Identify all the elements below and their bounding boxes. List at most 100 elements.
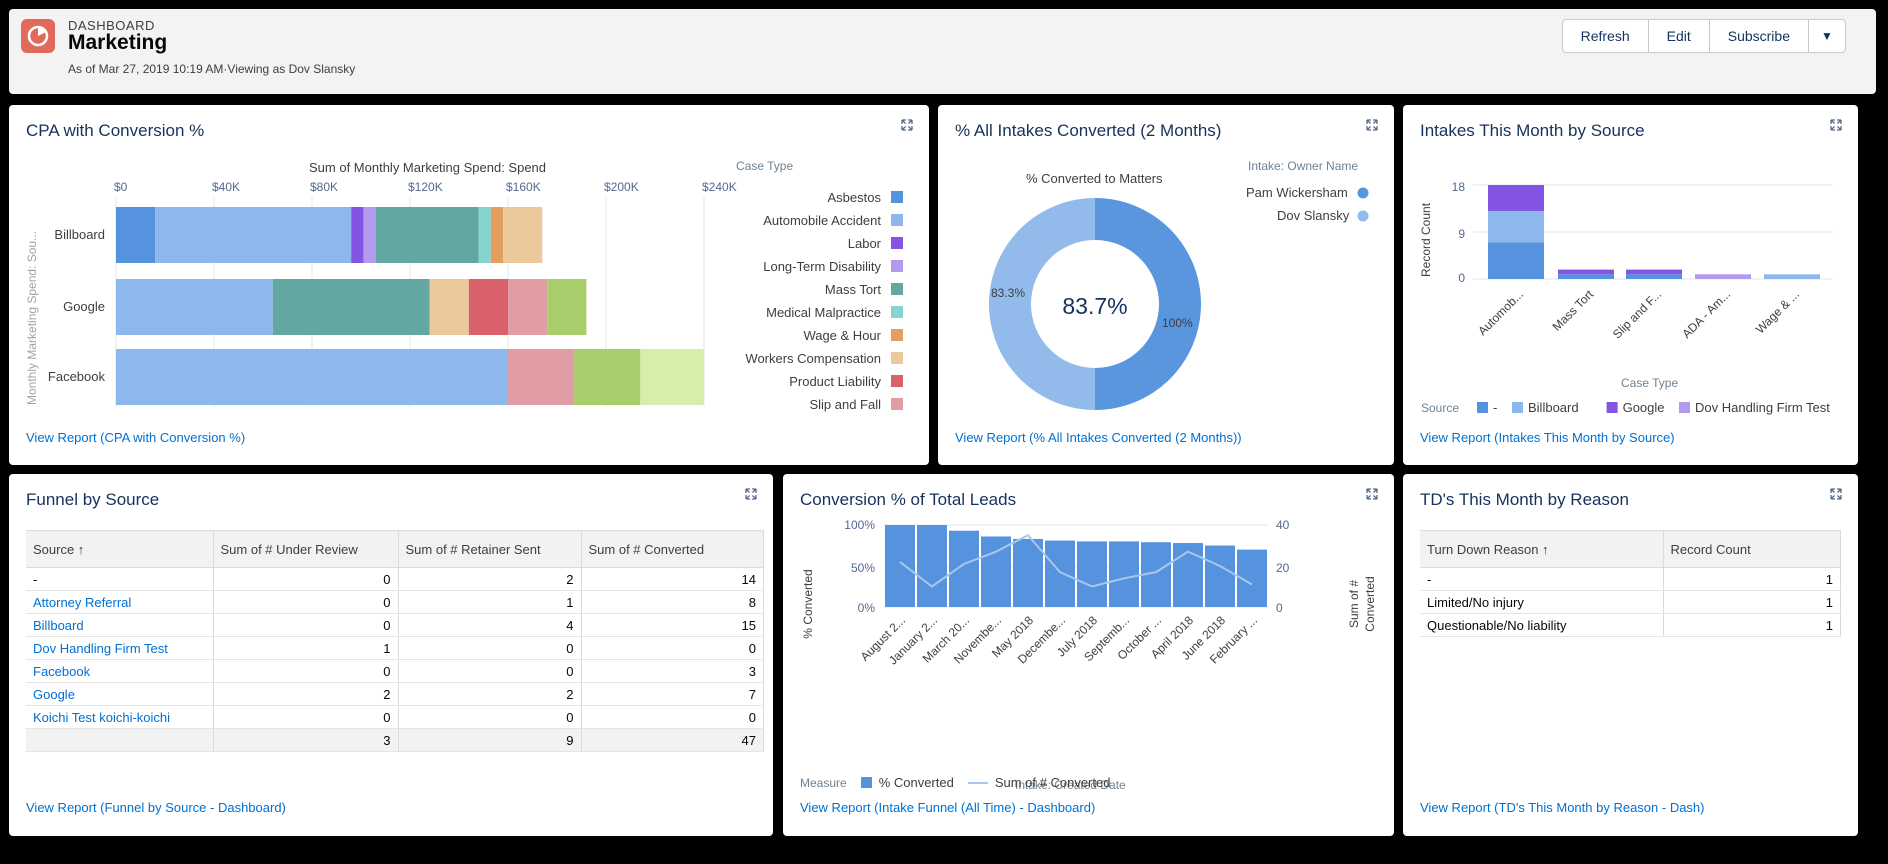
- bar-segment[interactable]: [547, 279, 587, 335]
- conversion-report-link[interactable]: View Report (Intake Funnel (All Time) - …: [800, 800, 1096, 815]
- legend-swatch: [1512, 402, 1523, 413]
- cpa-axis-title: Sum of Monthly Marketing Spend: Spend: [309, 160, 546, 175]
- bar-segment[interactable]: [1764, 274, 1820, 279]
- donut-slice-pam[interactable]: [1095, 198, 1201, 410]
- bar-segment[interactable]: [1488, 211, 1544, 243]
- bar-segment[interactable]: [272, 279, 430, 335]
- td-report-link[interactable]: View Report (TD's This Month by Reason -…: [1420, 800, 1705, 815]
- bar-segment[interactable]: [478, 207, 491, 263]
- expand-icon[interactable]: [1830, 488, 1842, 500]
- bar[interactable]: [981, 536, 1011, 607]
- expand-icon[interactable]: [1366, 488, 1378, 500]
- column-header-converted[interactable]: Sum of # Converted: [581, 530, 764, 568]
- bar[interactable]: [1109, 541, 1139, 607]
- column-header-record-count[interactable]: Record Count: [1663, 530, 1841, 568]
- source-link[interactable]: Billboard: [26, 613, 214, 637]
- source-link[interactable]: Dov Handling Firm Test: [26, 636, 214, 660]
- bar-segment[interactable]: [155, 207, 352, 263]
- bar-segment[interactable]: [1558, 274, 1614, 279]
- source-link[interactable]: Koichi Test koichi-koichi: [26, 705, 214, 729]
- table-row: Billboard 0 4 15: [26, 613, 764, 637]
- column-header-source[interactable]: Source ↑: [26, 530, 214, 568]
- bar[interactable]: [1013, 538, 1043, 607]
- bar-segment[interactable]: [1626, 269, 1682, 275]
- bar[interactable]: [1173, 543, 1203, 607]
- bar-segment[interactable]: [503, 207, 543, 263]
- conversion-chart: % Converted Sum of # Converted 100% 50% 0…: [801, 518, 1377, 792]
- bar-segment[interactable]: [508, 349, 575, 405]
- table-row: Attorney Referral 0 1 8: [26, 590, 764, 614]
- value-cell: 1: [398, 590, 582, 614]
- source-link[interactable]: Facebook: [26, 659, 214, 683]
- value-cell: 0: [213, 659, 399, 683]
- intakes-converted-report-link[interactable]: View Report (% All Intakes Converted (2 …: [955, 430, 1242, 445]
- refresh-button[interactable]: Refresh: [1563, 20, 1649, 52]
- bar-segment[interactable]: [1488, 185, 1544, 212]
- edit-button[interactable]: Edit: [1649, 20, 1710, 52]
- bar[interactable]: [1045, 540, 1075, 607]
- value-cell: 0: [213, 613, 399, 637]
- x-category-label: Slip and F...: [1610, 287, 1664, 341]
- left-tick: 100%: [844, 518, 875, 532]
- value-cell: 0: [398, 659, 582, 683]
- table-header-row: Source ↑ Sum of # Under Review Sum of # …: [26, 530, 764, 568]
- value-cell: 0: [213, 567, 399, 591]
- funnel-report-link[interactable]: View Report (Funnel by Source - Dashboar…: [26, 800, 286, 815]
- cpa-report-link[interactable]: View Report (CPA with Conversion %): [26, 430, 246, 445]
- donut-legend-pam-swatch: [1357, 187, 1369, 199]
- column-header-reason[interactable]: Turn Down Reason ↑: [1420, 530, 1664, 568]
- source-link[interactable]: Attorney Referral: [26, 590, 214, 614]
- reason-cell: Questionable/No liability: [1420, 613, 1664, 637]
- table-row: -1: [1420, 567, 1841, 591]
- by-source-chart: Record Count 18 9 0 Automob... Mass Tort S…: [1419, 180, 1833, 415]
- expand-icon[interactable]: [1830, 119, 1842, 131]
- right-tick: 20: [1276, 561, 1290, 575]
- legend-swatch: [891, 237, 903, 249]
- table-row: Google 2 2 7: [26, 682, 764, 706]
- value-cell: 2: [398, 567, 582, 591]
- bar-segment[interactable]: [508, 279, 548, 335]
- bar-segment[interactable]: [116, 207, 156, 263]
- donut-center-value: 83.7%: [1062, 293, 1127, 319]
- cpa-title: CPA with Conversion %: [26, 121, 205, 140]
- bar[interactable]: [917, 525, 947, 607]
- expand-icon[interactable]: [901, 119, 913, 131]
- bar[interactable]: [1077, 541, 1107, 607]
- bar-segment[interactable]: [1695, 274, 1751, 279]
- by-source-report-link[interactable]: View Report (Intakes This Month by Sourc…: [1420, 430, 1675, 445]
- total-cell: 9: [398, 728, 582, 752]
- bar-segment[interactable]: [429, 279, 469, 335]
- table-row: Limited/No injury 1: [1420, 590, 1841, 614]
- bar-segment[interactable]: [116, 349, 508, 405]
- subscribe-button[interactable]: Subscribe: [1710, 20, 1809, 52]
- value-cell: 0: [581, 705, 764, 729]
- bar[interactable]: [949, 530, 979, 607]
- legend-swatch: [891, 214, 903, 226]
- source-link[interactable]: Google: [26, 682, 214, 706]
- legend-item: Labor: [848, 236, 882, 251]
- legend-swatch: [1477, 402, 1488, 413]
- expand-icon[interactable]: [1366, 119, 1378, 131]
- bar[interactable]: [1205, 545, 1235, 608]
- more-actions-button[interactable]: ▼: [1809, 20, 1845, 52]
- bar-segment[interactable]: [1488, 242, 1544, 279]
- legend-item: -: [1493, 400, 1497, 415]
- sum-converted-line[interactable]: [899, 534, 1253, 588]
- bar-segment[interactable]: [1558, 269, 1614, 275]
- bar-segment[interactable]: [490, 207, 504, 263]
- bar-segment[interactable]: [116, 279, 273, 335]
- bar[interactable]: [885, 525, 915, 607]
- bar-segment[interactable]: [363, 207, 376, 263]
- expand-icon[interactable]: [745, 488, 757, 500]
- bar-segment[interactable]: [1626, 274, 1682, 279]
- column-header-retainer-sent[interactable]: Sum of # Retainer Sent: [398, 530, 582, 568]
- legend-item: Product Liability: [789, 374, 881, 389]
- bar-segment[interactable]: [351, 207, 364, 263]
- donut-slice-dov[interactable]: [988, 198, 1095, 410]
- bar-segment[interactable]: [375, 207, 479, 263]
- conversion-panel: Conversion % of Total Leads % Converted …: [783, 474, 1394, 836]
- bar-segment[interactable]: [640, 349, 704, 405]
- column-header-under-review[interactable]: Sum of # Under Review: [213, 530, 399, 568]
- bar-segment[interactable]: [468, 279, 508, 335]
- bar-segment[interactable]: [574, 349, 641, 405]
